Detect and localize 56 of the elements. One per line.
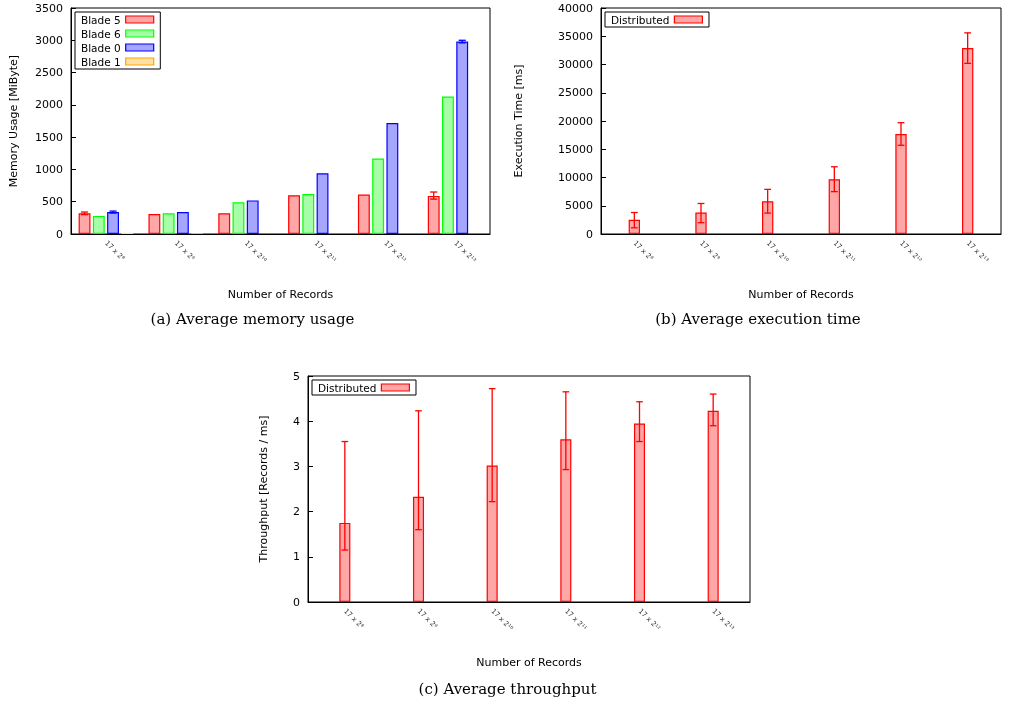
bar [372,158,385,234]
legend-label: Blade 0 [80,41,121,54]
y-tick-label: 3000 [35,33,63,47]
bar [456,41,469,234]
legend-label: Distributed [318,381,377,394]
y-axis-title: Memory Usage [MiByte] [7,54,20,188]
bar [316,173,329,234]
y-tick-label: 30000 [558,58,593,71]
bar [246,200,259,234]
y-tick-label: 0 [56,227,63,241]
legend-label: Blade 1 [80,55,121,68]
bar [107,212,119,234]
x-axis-title: Number of Records [227,288,334,301]
y-tick-label: 500 [42,195,63,209]
bar [357,194,370,234]
y-tick-label: 15000 [558,142,593,156]
y-tick-label: 4 [293,414,300,428]
y-tick-label: 40000 [558,1,593,15]
y-axis-title: Execution Time [ms] [512,64,525,178]
y-tick-label: 10000 [558,171,593,184]
y-tick-label: 3 [293,459,300,473]
y-tick-label: 1500 [35,130,63,144]
bar [218,213,231,234]
y-tick-label: 2 [293,505,300,519]
y-tick-label: 1000 [35,162,63,176]
y-tick-label: 35000 [558,29,593,43]
legend-label: Blade 6 [80,27,122,40]
y-axis-title: Throughput [Records / ms] [257,415,270,564]
y-tick-label: 5 [293,369,300,383]
text: (a) Average memory usage [150,309,355,328]
x-axis-title: Number of Records [748,288,855,301]
y-tick-label: 25000 [558,86,593,100]
bar [232,202,245,234]
bar [442,96,454,234]
bar [302,193,315,234]
y-tick-label: 3500 [35,1,63,15]
y-tick-label: 0 [586,227,593,241]
bar [288,195,300,234]
y-tick-label: 5000 [565,199,593,213]
bar [78,213,91,234]
y-tick-label: 1 [293,550,300,564]
y-tick-label: 2000 [35,98,63,112]
x-axis-title: Number of Records [476,656,583,669]
bar [386,122,399,234]
y-tick-label: 0 [293,595,300,609]
bar [427,195,440,234]
y-tick-label: 2500 [35,66,63,80]
y-tick-label: 20000 [558,114,593,128]
bar [92,215,105,234]
legend-label: Distributed [611,13,670,26]
text: (b) Average execution time [655,309,861,328]
bar [148,213,161,234]
bar [162,213,175,234]
legend-label: Blade 5 [80,13,121,26]
text: (c) Average throughput [418,679,597,698]
bar [176,212,189,234]
